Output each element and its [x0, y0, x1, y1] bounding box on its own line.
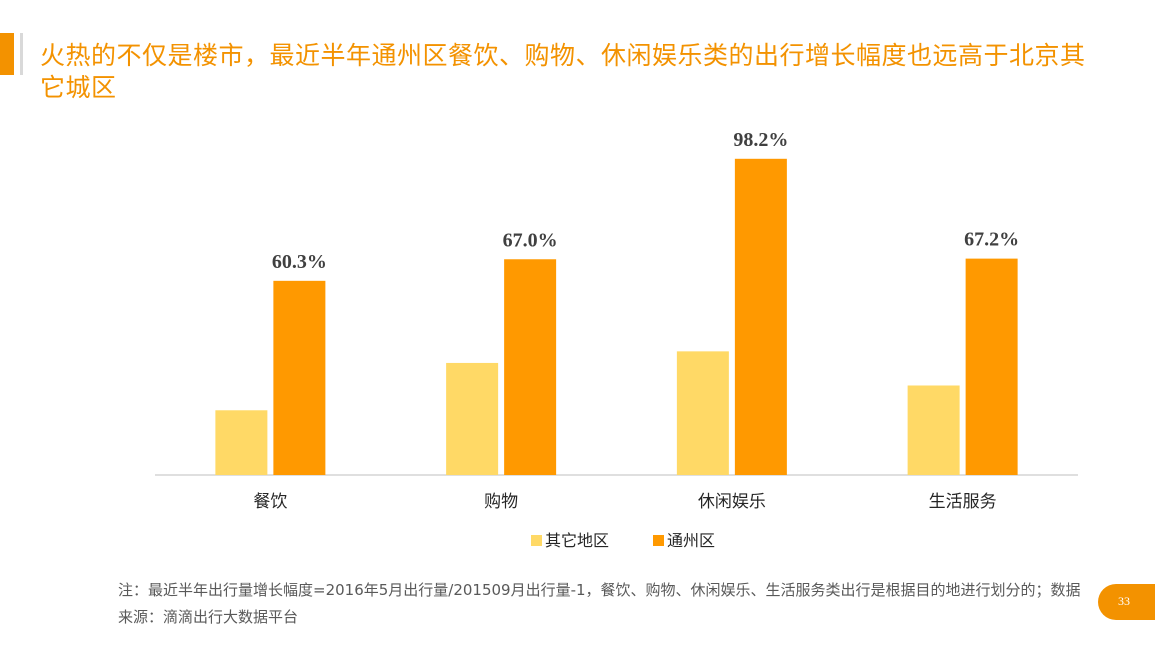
legend-swatch-0 [531, 535, 542, 546]
title-accent-bar [0, 33, 14, 75]
page-number: 33 [1118, 594, 1130, 608]
slide-title: 火热的不仅是楼市，最近半年通州区餐饮、购物、休闲娱乐类的出行增长幅度也远高于北京… [40, 41, 1086, 102]
bar-tongzhou-3 [965, 258, 1018, 475]
legend-label-0: 其它地区 [545, 531, 609, 550]
footnote: 注：最近半年出行量增长幅度=2016年5月出行量/201509月出行量-1，餐饮… [118, 581, 1081, 626]
x-tick-label-3: 生活服务 [929, 492, 997, 512]
bar-other-0 [215, 410, 268, 475]
x-tick-label-1: 购物 [484, 492, 518, 512]
bar-tongzhou-2 [734, 158, 787, 475]
bar-tongzhou-0 [273, 280, 326, 475]
bar-other-3 [907, 385, 960, 475]
x-tick-label-2: 休闲娱乐 [698, 492, 766, 512]
bar-other-2 [676, 351, 729, 475]
data-label-1: 67.0% [503, 229, 558, 251]
page-number-badge [1098, 584, 1155, 620]
data-label-0: 60.3% [272, 251, 327, 273]
data-label-3: 67.2% [964, 229, 1019, 251]
data-label-2: 98.2% [733, 129, 788, 151]
legend-swatch-1 [653, 535, 664, 546]
bar-other-1 [446, 362, 499, 475]
title-divider-bar [20, 33, 23, 75]
bar-tongzhou-1 [504, 259, 557, 475]
legend-label-1: 通州区 [667, 531, 715, 550]
x-tick-label-0: 餐饮 [253, 492, 287, 512]
